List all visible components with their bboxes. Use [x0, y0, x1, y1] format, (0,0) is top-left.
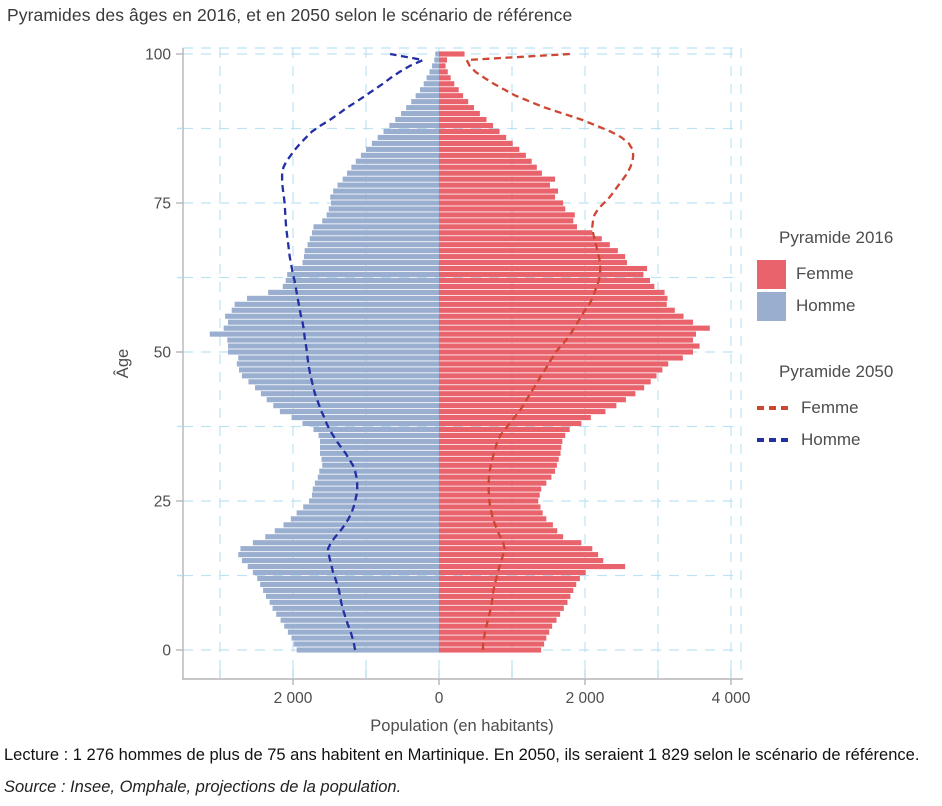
legend-item-homme-2016: Homme — [757, 290, 937, 322]
homme-2050-dash-swatch — [757, 438, 793, 442]
y-tick-label: 100 — [145, 47, 171, 64]
y-axis-ticks: 0 25 50 75 100 — [145, 47, 183, 660]
x-axis-label: Population (en habitants) — [370, 717, 553, 735]
legend-item-homme-2050: Homme — [757, 424, 937, 456]
legend-item-femme-2050: Femme — [757, 392, 937, 424]
line-femme-2050 — [464, 52, 635, 651]
legend-item-femme-2016: Femme — [757, 258, 937, 290]
y-tick-label: 25 — [154, 494, 171, 511]
y-tick-label: 0 — [162, 643, 171, 660]
line-homme-2050 — [280, 52, 427, 651]
x-tick-label: 4 000 — [712, 690, 751, 707]
y-tick-label: 75 — [154, 196, 171, 213]
legend-label-femme-2050: Femme — [801, 398, 859, 417]
legend-group-title-2016: Pyramide 2016 — [779, 228, 894, 247]
femme-2016-swatch — [757, 259, 786, 289]
y-axis-label: Âge — [113, 349, 132, 378]
age-pyramid-chart: 2 000 0 2 000 4 000 0 25 50 75 100 Population (en… — [113, 47, 751, 736]
legend-label-femme-2016: Femme — [796, 264, 854, 283]
legend-group-title-2050: Pyramide 2050 — [779, 362, 894, 381]
chart-area: 2 000 0 2 000 4 000 0 25 50 75 100 Population (en… — [113, 47, 751, 736]
chart-title: Pyramides des âges en 2016, et en 2050 s… — [7, 5, 573, 25]
source-note: Source : Insee, Omphale, projections de … — [4, 778, 402, 796]
x-tick-label: 2 000 — [566, 690, 605, 707]
legend-label-homme-2050: Homme — [801, 430, 861, 449]
legend-spacer — [757, 322, 937, 362]
lecture-note: Lecture : 1 276 hommes de plus de 75 ans… — [4, 746, 920, 764]
legend: Pyramide 2016 Femme Homme Pyramide 2050 … — [757, 228, 937, 456]
bars-femme-2016 — [439, 51, 710, 653]
x-tick-label: 0 — [435, 690, 444, 707]
legend-label-homme-2016: Homme — [796, 296, 856, 315]
axes — [182, 48, 743, 680]
x-axis-ticks: 2 000 0 2 000 4 000 — [219, 670, 751, 707]
x-tick-label: 2 000 — [274, 690, 313, 707]
homme-2016-swatch — [757, 291, 786, 321]
bars-homme-2016 — [209, 51, 439, 653]
femme-2050-dash-swatch — [757, 406, 793, 410]
y-tick-label: 50 — [154, 345, 172, 362]
